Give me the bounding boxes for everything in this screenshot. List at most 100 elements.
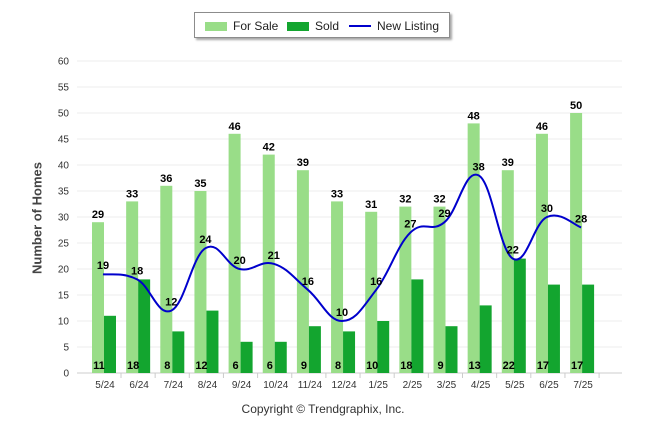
x-axis-ticks: 5/24 6/24 7/24 8/24 9/24 10/24 11/24 12/24 1/25 2… [95,373,600,391]
data-label-for-sale-6/25: 46 [536,121,548,133]
y-tick-label-0: 0 [63,369,69,380]
x-tick-label-5/25: 5/25 [505,380,525,391]
data-label-new-listing-6/25: 30 [541,203,553,215]
data-label-new-listing-9/24: 20 [233,255,245,267]
data-label-new-listing-7/25: 28 [575,213,587,225]
bar-for-sale-7/24 [160,185,173,373]
bar-sold-3/25 [445,326,458,373]
data-label-sold-12/24: 8 [335,360,341,372]
bar-for-sale-9/24 [228,133,241,373]
x-tick-label-3/25: 3/25 [437,380,457,391]
bar-sold-9/24 [240,341,253,373]
data-label-new-listing-10/24: 21 [268,250,280,262]
y-tick-label-55: 55 [58,83,70,94]
y-tick-label-40: 40 [58,161,70,172]
legend-label-for-sale: For Sale [233,19,279,33]
x-tick-label-5/24: 5/24 [95,380,115,391]
data-label-sold-7/24: 8 [164,360,170,372]
data-label-sold-4/25: 13 [469,360,481,372]
data-label-for-sale-1/25: 31 [365,199,377,211]
y-axis-label: Number of Homes [29,162,45,274]
data-label-new-listing-2/25: 27 [404,219,416,231]
data-label-for-sale-9/24: 46 [228,121,240,133]
bar-for-sale-5/25 [501,170,514,373]
data-label-new-listing-5/24: 19 [97,260,109,272]
y-tick-label-5: 5 [63,343,69,354]
data-label-sold-2/25: 18 [400,360,412,372]
data-label-new-listing-4/25: 38 [473,161,485,173]
bar-sold-12/24 [343,331,356,373]
data-label-new-listing-8/24: 24 [199,234,212,246]
bar-sold-5/24 [104,315,116,373]
data-label-for-sale-12/24: 33 [331,188,343,200]
data-label-for-sale-7/24: 36 [160,173,172,185]
legend-swatch-sold [287,22,309,31]
data-label-sold-11/24: 9 [301,360,307,372]
data-label-sold-8/24: 12 [195,360,207,372]
data-label-sold-5/25: 22 [503,360,515,372]
data-label-new-listing-11/24: 16 [302,276,314,288]
data-label-sold-5/24: 11 [93,360,105,372]
legend-swatch-new-listing [349,25,371,27]
bar-sold-7/24 [172,331,185,373]
data-label-sold-10/24: 6 [267,360,273,372]
legend-swatch-for-sale [205,22,227,31]
bar-sold-6/24 [138,279,151,373]
data-labels: 29 11 33 18 36 8 35 12 46 6 42 6 39 9 33 8 31 10 32 18 32 9 48… [92,100,587,372]
x-tick-label-12/24: 12/24 [332,380,357,391]
y-tick-label-45: 45 [58,135,70,146]
bar-for-sale-6/25 [535,133,548,373]
bar-for-sale-7/25 [570,113,583,373]
data-label-sold-6/24: 18 [127,360,139,372]
y-tick-label-15: 15 [58,291,70,302]
bar-for-sale-8/24 [194,191,207,373]
bar-for-sale-11/24 [296,170,309,373]
x-tick-label-1/25: 1/25 [368,380,388,391]
y-tick-label-20: 20 [58,265,70,276]
x-tick-label-11/24: 11/24 [298,380,323,391]
y-tick-label-10: 10 [58,317,70,328]
data-label-for-sale-3/25: 32 [433,194,445,206]
legend-label-new-listing: New Listing [377,19,440,33]
data-label-for-sale-4/25: 48 [468,110,480,122]
bar-for-sale-3/25 [433,206,446,373]
bar-for-sale-1/25 [365,211,378,373]
data-label-for-sale-2/25: 32 [399,194,411,206]
new-listing-line-group [102,173,582,323]
bar-for-sale-4/25 [467,123,480,374]
x-tick-label-7/24: 7/24 [164,380,184,391]
bar-sold-10/24 [274,341,287,373]
data-label-new-listing-1/25: 16 [370,276,382,288]
y-tick-label-60: 60 [58,57,70,68]
data-label-for-sale-10/24: 42 [263,142,275,154]
bar-sold-8/24 [206,310,219,373]
bar-sold-7/25 [582,284,595,373]
x-tick-label-9/24: 9/24 [232,380,252,391]
data-label-for-sale-5/24: 29 [92,209,104,221]
data-label-new-listing-3/25: 29 [438,208,450,220]
x-tick-label-6/25: 6/25 [539,380,559,391]
legend: For Sale Sold New Listing [194,12,450,38]
x-tick-label-4/25: 4/25 [471,380,491,391]
y-axis-ticks: 0 5 10 15 20 25 30 35 40 45 50 55 60 [58,57,70,380]
bar-sold-4/25 [479,305,492,373]
bar-for-sale-2/25 [399,206,412,373]
bar-for-sale-12/24 [331,201,344,373]
x-tick-label-10/24: 10/24 [263,380,288,391]
y-tick-label-50: 50 [58,109,70,120]
data-label-new-listing-12/24: 10 [336,307,348,319]
bar-sold-1/25 [377,321,390,373]
legend-label-sold: Sold [315,19,340,33]
copyright-footer: Copyright © Trendgraphix, Inc. [241,402,405,416]
data-label-sold-6/25: 17 [537,360,549,372]
x-tick-label-6/24: 6/24 [129,380,149,391]
data-label-sold-3/25: 9 [437,360,443,372]
data-label-new-listing-6/24: 18 [131,265,143,277]
bar-sold-11/24 [308,326,321,373]
y-tick-label-25: 25 [58,239,70,250]
bar-sold-6/25 [547,284,560,373]
bar-for-sale-6/24 [126,201,139,373]
x-tick-label-2/25: 2/25 [403,380,423,391]
new-listing-line [102,173,582,323]
